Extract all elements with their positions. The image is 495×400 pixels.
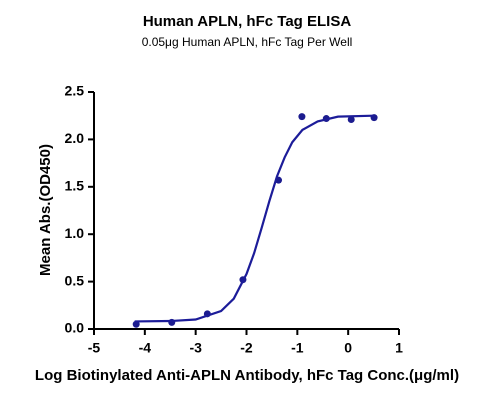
x-tick-label: -3 [189, 340, 202, 356]
x-tick-label: -2 [240, 340, 253, 356]
data-point [347, 115, 355, 123]
y-tick-label: 2.5 [65, 83, 85, 99]
x-tick-label: -1 [291, 340, 304, 356]
data-point [298, 113, 306, 121]
x-tick-label: 1 [395, 340, 403, 356]
y-tick-label: 0.5 [65, 272, 85, 288]
chart-subtitle: 0.05μg Human APLN, hFc Tag Per Well [142, 35, 353, 49]
x-tick-label: 0 [344, 340, 352, 356]
y-tick-label: 1.5 [65, 178, 85, 194]
y-tick-label: 0.0 [65, 320, 85, 336]
data-point [132, 320, 140, 328]
x-tick-label: -5 [88, 340, 101, 356]
x-axis-label: Log Biotinylated Anti-APLN Antibody, hFc… [35, 367, 459, 384]
x-tick-label: -4 [139, 340, 152, 356]
fit-curve [134, 114, 374, 323]
y-tick-label: 2.0 [65, 130, 85, 146]
chart-title: Human APLN, hFc Tag ELISA [143, 13, 352, 30]
y-axis-label: Mean Abs.(OD450) [37, 144, 54, 276]
y-tick-label: 1.0 [65, 225, 85, 241]
